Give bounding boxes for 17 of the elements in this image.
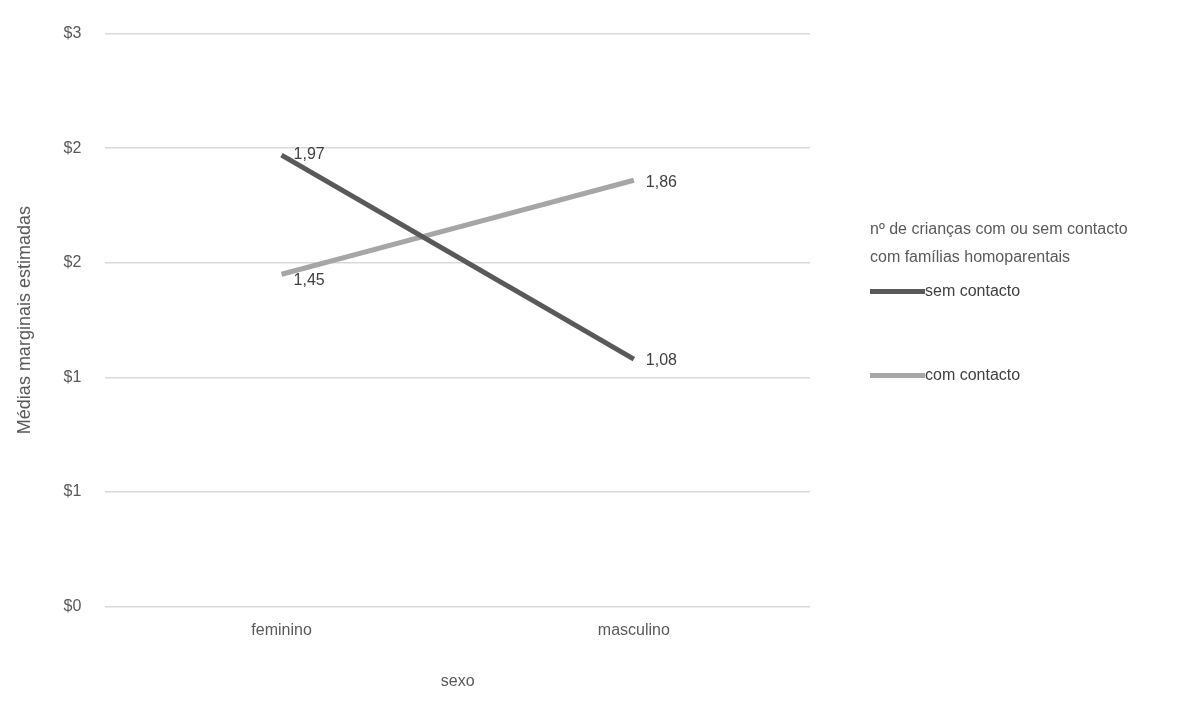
- legend-label: com contacto: [925, 366, 1021, 384]
- legend-label: sem contacto: [925, 282, 1021, 300]
- x-tick-label: feminino: [251, 620, 312, 638]
- data-label: 1,08: [645, 351, 678, 369]
- legend-title: nº de crianças com ou sem contacto com famílias homoparentais: [870, 219, 1129, 267]
- y-tick-label: $0: [63, 597, 82, 615]
- y-tick-label: $3: [63, 24, 82, 42]
- data-label: 1,86: [645, 172, 678, 190]
- y-tick-label: $2: [63, 253, 82, 271]
- y-tick-label: $1: [63, 482, 82, 500]
- y-axis-title: Médias marginais estimadas: [13, 206, 34, 435]
- y-tick-label: $2: [63, 138, 82, 156]
- y-tick-label: $1: [63, 367, 82, 385]
- data-label: 1,97: [293, 145, 325, 163]
- x-axis-title: sexo: [440, 671, 475, 689]
- x-tick-label: masculino: [597, 620, 670, 638]
- data-label: 1,45: [293, 270, 325, 288]
